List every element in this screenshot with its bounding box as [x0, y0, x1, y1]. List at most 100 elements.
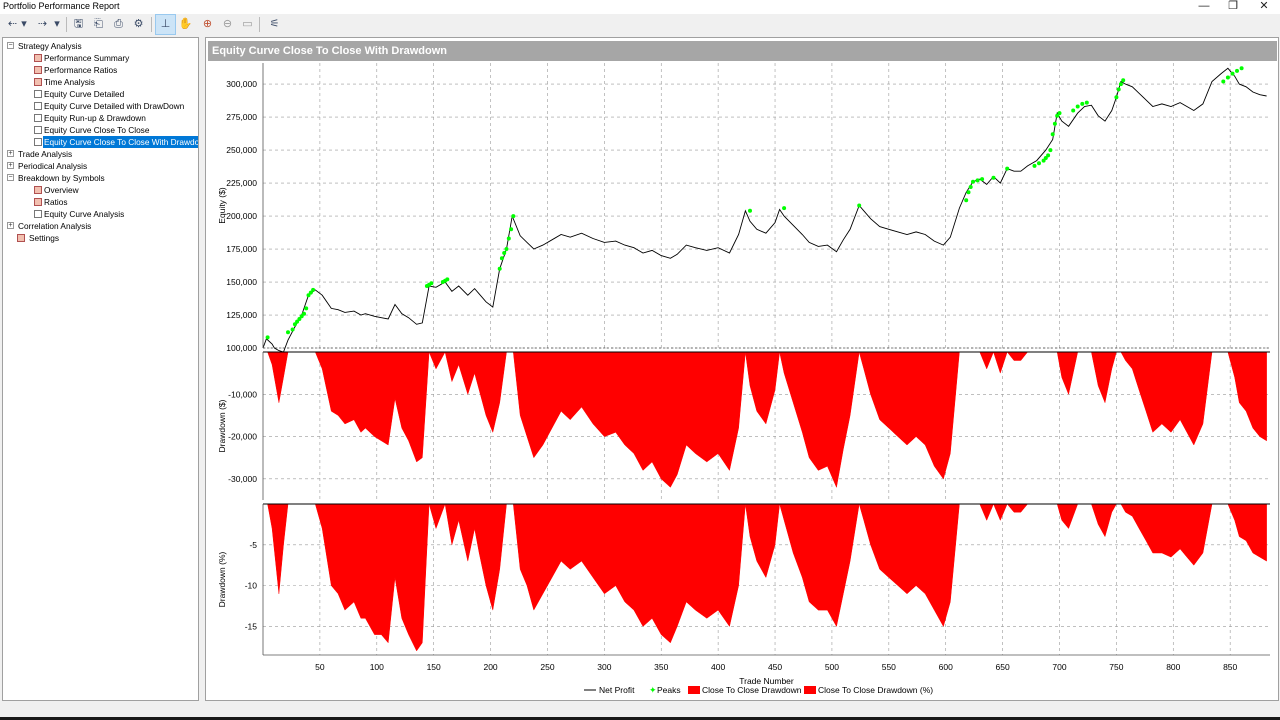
expand-icon[interactable]: +	[7, 222, 14, 229]
peak-point	[1225, 75, 1230, 80]
x-tick-label: 300	[597, 662, 611, 672]
tree-item-label: Settings	[29, 233, 59, 243]
tree-item-equity-curve-detailed[interactable]: Equity Curve Detailed	[7, 88, 197, 100]
peak-point	[509, 227, 514, 232]
chart-page-icon	[34, 114, 42, 122]
tree-item-performance-ratios[interactable]: Performance Ratios	[7, 64, 197, 76]
peak-point	[511, 214, 516, 219]
tree-item-label: Equity Curve Detailed	[44, 89, 125, 99]
y-tick-label: -10,000	[228, 389, 257, 399]
tree-item-equity-run-up-drawdown[interactable]: Equity Run-up & Drawdown	[7, 112, 197, 124]
tree-item-performance-summary[interactable]: Performance Summary	[7, 52, 197, 64]
peak-point	[966, 190, 971, 195]
tree-item-equity-curve-analysis[interactable]: Equity Curve Analysis	[7, 208, 197, 220]
settings-gear-icon[interactable]: ⚙	[133, 18, 144, 30]
y-tick-label: 275,000	[226, 112, 257, 122]
zoom-out-icon[interactable]: ⊖	[222, 18, 233, 30]
x-tick-label: 450	[768, 662, 782, 672]
peak-point	[502, 251, 507, 255]
tree-item-strategy-analysis[interactable]: − Strategy Analysis	[7, 40, 197, 52]
y-tick-label: 125,000	[226, 310, 257, 320]
peak-point	[964, 198, 969, 203]
peak-point	[497, 266, 502, 271]
expand-icon[interactable]: +	[7, 162, 14, 169]
tree-item-overview[interactable]: Overview	[7, 184, 197, 196]
tree-item-equity-curve-close-to-close-with-drawdown[interactable]: Equity Curve Close To Close With Drawdow…	[7, 136, 198, 148]
peak-point	[1050, 132, 1055, 137]
tree-item-label: Equity Curve Close To Close	[44, 125, 150, 135]
collapse-icon[interactable]: −	[7, 174, 14, 181]
x-tick-label: 350	[654, 662, 668, 672]
peak-point	[1118, 82, 1123, 87]
tree-item-trade-analysis[interactable]: + Trade Analysis	[7, 148, 197, 160]
peak-point	[302, 311, 306, 316]
tree-item-label: Ratios	[44, 197, 68, 207]
peak-point	[1057, 111, 1062, 116]
tree-item-correlation-analysis[interactable]: + Correlation Analysis	[7, 220, 197, 232]
peak-point	[1052, 121, 1057, 126]
peak-point	[1071, 108, 1076, 113]
legend-label: Net Profit	[599, 685, 635, 695]
y-axis-label: Drawdown (%)	[217, 551, 227, 607]
tree-item-label: Trade Analysis	[18, 149, 73, 159]
peak-point	[1032, 163, 1037, 168]
peak-point	[506, 236, 511, 241]
crosshair-cursor-icon[interactable]: ⊥	[155, 14, 176, 35]
tree-item-label: Time Analysis	[44, 77, 95, 87]
peak-point	[1084, 100, 1089, 105]
tree-item-periodical-analysis[interactable]: + Periodical Analysis	[7, 160, 197, 172]
drawdown-area	[263, 351, 1267, 489]
save-icon[interactable]: 🖫	[73, 18, 84, 30]
peak-point	[308, 290, 313, 295]
toolbar-separator	[151, 17, 152, 32]
close-button[interactable]: ✕	[1259, 0, 1269, 12]
peak-point	[1235, 68, 1239, 73]
x-tick-label: 50	[315, 662, 325, 672]
peak-point	[292, 322, 297, 327]
tree-item-equity-curve-close-to-close[interactable]: Equity Curve Close To Close	[7, 124, 197, 136]
y-axis-label: Drawdown ($)	[217, 399, 227, 452]
tree-item-label: Performance Ratios	[44, 65, 118, 75]
equity-drawdown-chart[interactable]: 100,000 125,000 150,000 175,000 200,000 225,0…	[206, 38, 1278, 700]
tree-item-time-analysis[interactable]: Time Analysis	[7, 76, 197, 88]
x-tick-label: 200	[483, 662, 497, 672]
x-tick-label: 250	[540, 662, 554, 672]
chart-type-icon[interactable]: ⚟	[269, 18, 280, 30]
print-icon[interactable]: ⎙	[114, 18, 123, 30]
window-title: Portfolio Performance Report	[3, 1, 120, 11]
peak-point	[286, 330, 290, 335]
x-tick-label: 400	[711, 662, 725, 672]
open-icon[interactable]: ⎗	[94, 18, 103, 30]
tree-item-label: Equity Run-up & Drawdown	[44, 113, 146, 123]
tree-item-label: Periodical Analysis	[18, 161, 88, 171]
tree-item-equity-curve-detailed-with-drawdown[interactable]: Equity Curve Detailed with DrawDown	[7, 100, 197, 112]
zoom-in-icon[interactable]: ⊕	[202, 18, 213, 30]
toolbar-separator	[259, 17, 260, 32]
tree-item-settings[interactable]: Settings	[7, 232, 197, 244]
x-tick-label: 650	[996, 662, 1010, 672]
peak-point	[429, 281, 434, 286]
chart-page-icon	[34, 210, 42, 218]
legend-label: Close To Close Drawdown (%)	[818, 685, 933, 695]
title-bar: Portfolio Performance Report — ❐ ✕	[0, 0, 1280, 14]
back-dropdown-icon[interactable]: ▾	[21, 18, 27, 30]
status-bar	[0, 702, 1280, 720]
zoom-reset-icon[interactable]: ▭	[242, 18, 253, 30]
tree-item-ratios[interactable]: Ratios	[7, 196, 197, 208]
legend-swatch-drawdown	[688, 686, 700, 694]
minimize-button[interactable]: —	[1198, 0, 1210, 12]
pan-hand-icon[interactable]: ✋	[178, 18, 193, 30]
drawdown-pct-area	[263, 503, 1267, 652]
forward-dropdown-icon[interactable]: ▾	[54, 18, 60, 30]
expand-icon[interactable]: +	[7, 150, 14, 157]
forward-arrow-icon[interactable]: ⇢	[37, 18, 48, 30]
tree-item-breakdown-by-symbols[interactable]: − Breakdown by Symbols	[7, 172, 197, 184]
collapse-icon[interactable]: −	[7, 42, 14, 49]
restore-button[interactable]: ❐	[1228, 0, 1238, 12]
y-tick-label: 150,000	[226, 277, 257, 287]
tree-item-label: Equity Curve Detailed with DrawDown	[44, 101, 185, 111]
peak-point	[306, 293, 311, 298]
report-page-icon	[34, 54, 42, 62]
peak-point	[857, 203, 862, 208]
back-arrow-icon[interactable]: ⇠	[7, 18, 18, 30]
